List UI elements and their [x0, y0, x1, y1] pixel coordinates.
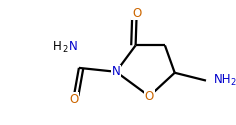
Text: N: N — [69, 40, 77, 53]
Text: O: O — [145, 90, 154, 103]
Text: H: H — [53, 40, 61, 53]
Text: O: O — [132, 7, 141, 20]
Text: O: O — [69, 93, 79, 106]
Text: NH: NH — [214, 73, 231, 86]
Text: 2: 2 — [230, 78, 236, 87]
Text: 2: 2 — [63, 45, 68, 54]
Text: N: N — [112, 65, 120, 78]
